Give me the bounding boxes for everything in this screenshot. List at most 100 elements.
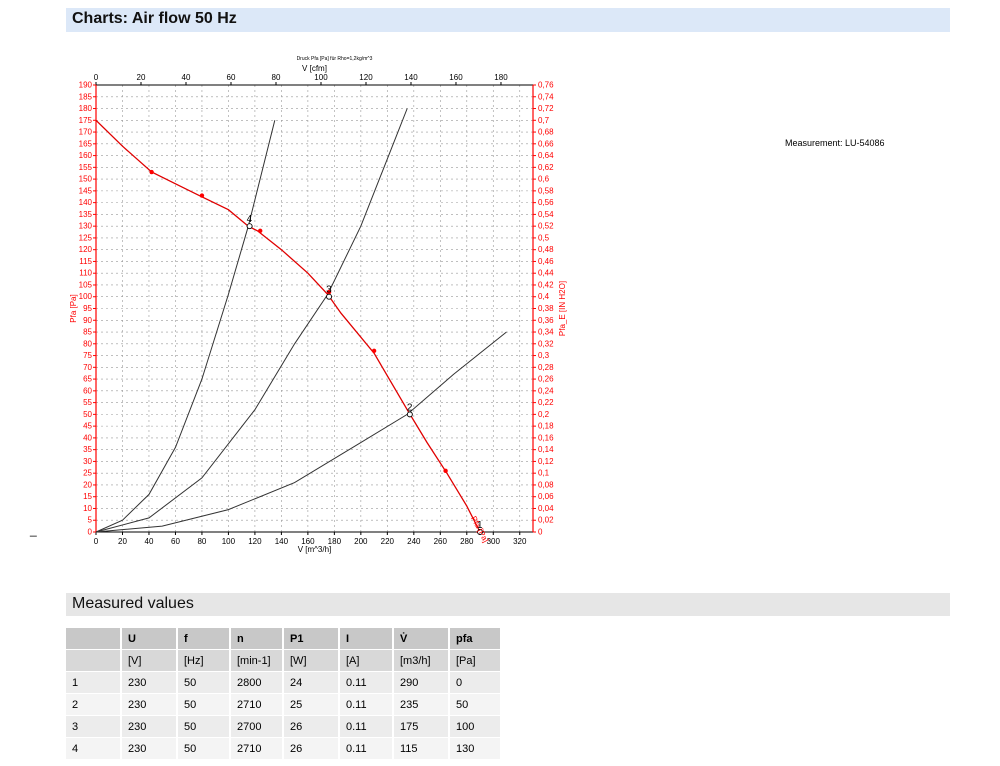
y-tick-label: 0 [88, 528, 93, 537]
y-tick-label: 185 [79, 92, 93, 101]
table-cell: 50 [177, 693, 231, 716]
y-tick-label: 100 [79, 292, 93, 301]
y2-tick-label: 0,44 [538, 269, 554, 278]
y2-tick-label: 0,42 [538, 280, 554, 289]
y2-tick-label: 0,04 [538, 504, 554, 513]
table-unit-cell: [W] [283, 649, 340, 672]
y-tick-label: 30 [83, 457, 92, 466]
y-tick-label: 170 [79, 128, 93, 137]
table-header-cell: P1 [283, 628, 340, 650]
operating-point-label: 2 [407, 402, 413, 413]
table-cell: 26 [283, 715, 340, 738]
x-tick-label: 300 [487, 537, 501, 546]
y2-tick-label: 0,14 [538, 445, 554, 454]
y2-tick-label: 0,56 [538, 198, 554, 207]
y-tick-label: 45 [83, 422, 92, 431]
system-curve-3 [95, 331, 507, 533]
y-tick-label: 35 [83, 445, 92, 454]
x-tick-label: 200 [354, 537, 368, 546]
chart-title: Druck Pfa [Pa] für Rho=1,2kg/m^3 [297, 56, 373, 62]
y-tick-label: 70 [83, 363, 92, 372]
x-tick-label: 20 [118, 537, 127, 546]
y-tick-label: 20 [83, 480, 92, 489]
y2-tick-label: 0,34 [538, 328, 554, 337]
y2-tick-label: 0,08 [538, 480, 554, 489]
table-cell: 235 [393, 693, 450, 716]
y2-tick-label: 0,6 [538, 175, 550, 184]
x2-tick-label: 80 [272, 73, 281, 82]
y2-tick-label: 0,18 [538, 422, 554, 431]
table-cell: 2700 [230, 715, 284, 738]
y-tick-label: 65 [83, 375, 92, 384]
y-tick-label: 75 [83, 351, 92, 360]
y-tick-label: 40 [83, 433, 92, 442]
y2-tick-label: 0,52 [538, 222, 554, 231]
table-cell: 25 [283, 693, 340, 716]
curve-marker [149, 169, 154, 175]
y2-tick-label: 0,12 [538, 457, 554, 466]
table-cell: 130 [449, 737, 502, 760]
y-tick-label: 85 [83, 328, 92, 337]
table-cell: 50 [177, 671, 231, 694]
y-tick-label: 80 [83, 339, 92, 348]
table-cell: 4 [66, 737, 122, 760]
y2-tick-label: 0,1 [538, 469, 550, 478]
table-cell: 230 [121, 693, 178, 716]
y2-tick-label: 0,32 [538, 339, 554, 348]
x-tick-label: 260 [434, 537, 448, 546]
y-tick-label: 15 [83, 492, 92, 501]
y2-tick-label: 0,38 [538, 304, 554, 313]
table-cell: 3 [66, 715, 122, 738]
operating-point-label: 3 [326, 285, 332, 296]
table-units-row: [V] [Hz] [min-1] [W] [A] [m3/h] [Pa] [66, 649, 502, 672]
table-cell: 26 [283, 737, 340, 760]
y2-tick-label: 0,24 [538, 386, 554, 395]
table-unit-cell: [m3/h] [393, 649, 450, 672]
y2-tick-label: 0 [538, 528, 543, 537]
y2-tick-label: 0,16 [538, 433, 554, 442]
y-tick-label: 110 [79, 269, 92, 278]
y2-tick-label: 0,54 [538, 210, 554, 219]
x2-tick-label: 0 [94, 73, 99, 82]
y2-tick-label: 0,72 [538, 104, 554, 113]
operating-point [477, 529, 483, 535]
y-tick-label: 125 [79, 233, 93, 242]
y-tick-label: 135 [79, 210, 93, 219]
table-cell: 230 [121, 671, 178, 694]
y-tick-label: 180 [79, 104, 93, 113]
x-tick-label: 100 [222, 537, 236, 546]
y-tick-label: 5 [88, 516, 93, 525]
y-tick-label: 190 [79, 81, 93, 90]
x2-tick-label: 180 [494, 73, 508, 82]
measured-values-header: Measured values [66, 593, 950, 616]
y2-axis-label: Pfa_E [IN H2O] [558, 281, 567, 336]
y2-tick-label: 0,22 [538, 398, 554, 407]
air-flow-chart: 0 20 40 60 80 100 120 140 160 180 200 220 240 260 280 3… [69, 56, 567, 554]
y2-tick-label: 0,4 [538, 292, 550, 301]
chart-grid [96, 85, 533, 532]
y2-tick-label: 0,26 [538, 375, 554, 384]
x-tick-label: 120 [248, 537, 262, 546]
x-tick-label: 140 [275, 537, 289, 546]
y-tick-label: 160 [79, 151, 93, 160]
table-cell: 2710 [230, 737, 284, 760]
y-tick-label: 90 [83, 316, 92, 325]
y-tick-label: 155 [79, 163, 93, 172]
operating-point-label: 1 [477, 520, 483, 531]
operating-point [406, 411, 413, 418]
curve-marker [371, 348, 377, 354]
system-curve-2 [95, 108, 408, 533]
y2-tick-label: 0,06 [538, 492, 554, 501]
y-tick-label: 10 [83, 504, 92, 513]
y-tick-label: 145 [79, 186, 93, 195]
table-cell: 2800 [230, 671, 284, 694]
table-cell: 115 [393, 737, 450, 760]
x2-tick-label: 160 [449, 73, 463, 82]
y-tick-label: 130 [79, 222, 93, 231]
x-tick-label: 40 [145, 537, 154, 546]
curve-marker [443, 468, 448, 474]
x2-tick-label: 120 [359, 73, 373, 82]
y-tick-label: 175 [79, 116, 93, 125]
table-cell: 230 [121, 715, 178, 738]
x-tick-label: 220 [381, 537, 395, 546]
